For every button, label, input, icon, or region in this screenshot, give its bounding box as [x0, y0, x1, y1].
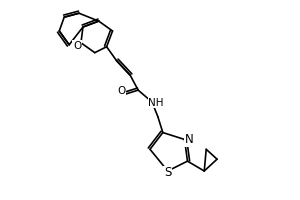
- Text: S: S: [164, 166, 171, 179]
- Text: O: O: [73, 41, 81, 51]
- Text: N: N: [185, 133, 194, 146]
- Text: O: O: [117, 86, 125, 96]
- Text: NH: NH: [148, 98, 164, 108]
